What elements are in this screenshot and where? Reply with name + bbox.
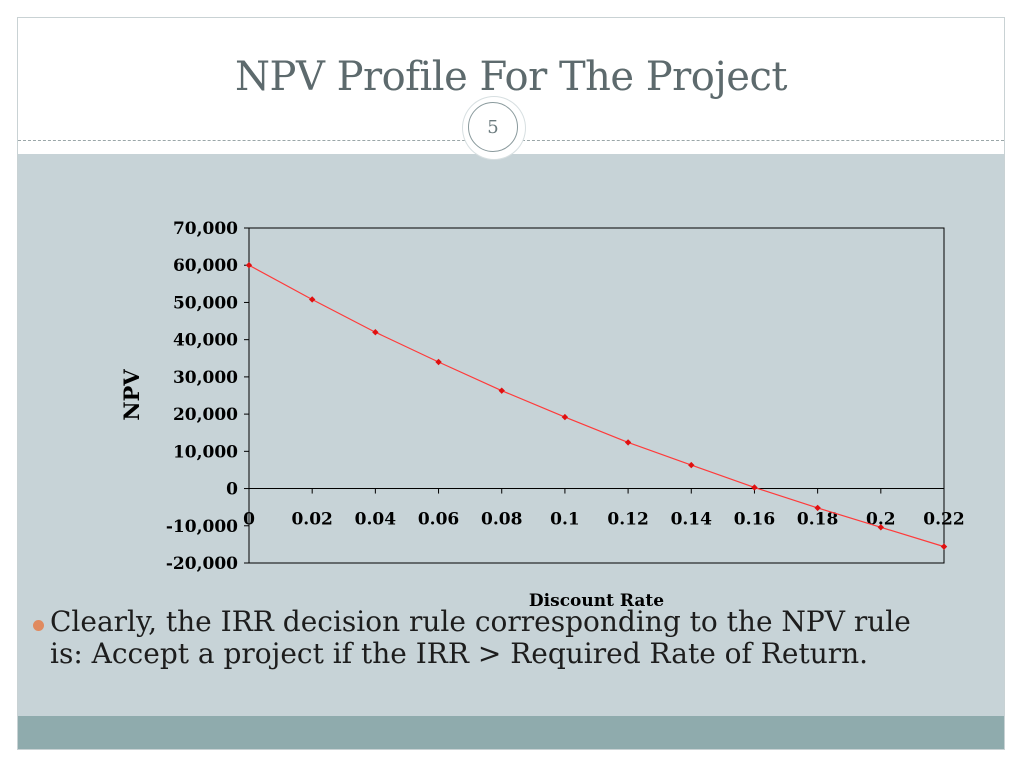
page-number-badge: 5 — [463, 97, 525, 159]
x-tick-label: 0.12 — [607, 510, 648, 530]
data-point — [751, 484, 758, 491]
x-tick-label: 0.04 — [355, 510, 397, 530]
data-point — [498, 387, 505, 394]
x-tick-label: 0.16 — [734, 510, 775, 530]
y-tick-label: -10,000 — [166, 517, 238, 537]
x-axis-title: Discount Rate — [529, 591, 664, 611]
content-area — [18, 154, 1004, 716]
x-tick-label: 0 — [243, 510, 255, 530]
series-line — [248, 264, 945, 548]
slide-title: NPV Profile For The Project — [235, 54, 787, 100]
data-point — [308, 296, 316, 303]
data-point — [561, 413, 569, 421]
footer-band — [18, 716, 1004, 749]
x-tick-label: 0.18 — [797, 510, 838, 530]
data-point — [940, 543, 948, 550]
data-point — [814, 504, 821, 512]
plot-area — [248, 227, 945, 564]
x-tick-label: 0.06 — [418, 510, 459, 530]
bullet-icon — [33, 620, 44, 631]
x-tick-label: 0.14 — [671, 510, 713, 530]
x-tick-label: 0.22 — [923, 510, 964, 530]
data-point — [688, 461, 695, 469]
y-tick-label: -20,000 — [166, 554, 238, 574]
x-tick-label: 0.08 — [481, 510, 522, 530]
page-number: 5 — [468, 102, 518, 152]
y-tick-label: 10,000 — [173, 442, 238, 462]
bullet-text: Clearly, the IRR decision rule correspon… — [50, 605, 911, 670]
y-tick-label: 40,000 — [173, 331, 238, 351]
x-tick-label: 0.1 — [550, 510, 580, 530]
data-point — [877, 524, 885, 531]
data-point — [245, 262, 253, 269]
data-point — [435, 358, 442, 366]
y-tick-label: 20,000 — [173, 405, 238, 425]
y-axis-title: NPV — [119, 369, 144, 421]
y-tick-label: 70,000 — [173, 219, 238, 239]
y-tick-label: 60,000 — [173, 256, 238, 276]
y-tick-label: 30,000 — [173, 368, 238, 388]
data-point — [624, 439, 632, 446]
y-tick-label: 0 — [226, 480, 238, 500]
y-tick-label: 50,000 — [173, 293, 238, 313]
x-tick-label: 0.02 — [291, 510, 332, 530]
data-point — [372, 329, 379, 336]
